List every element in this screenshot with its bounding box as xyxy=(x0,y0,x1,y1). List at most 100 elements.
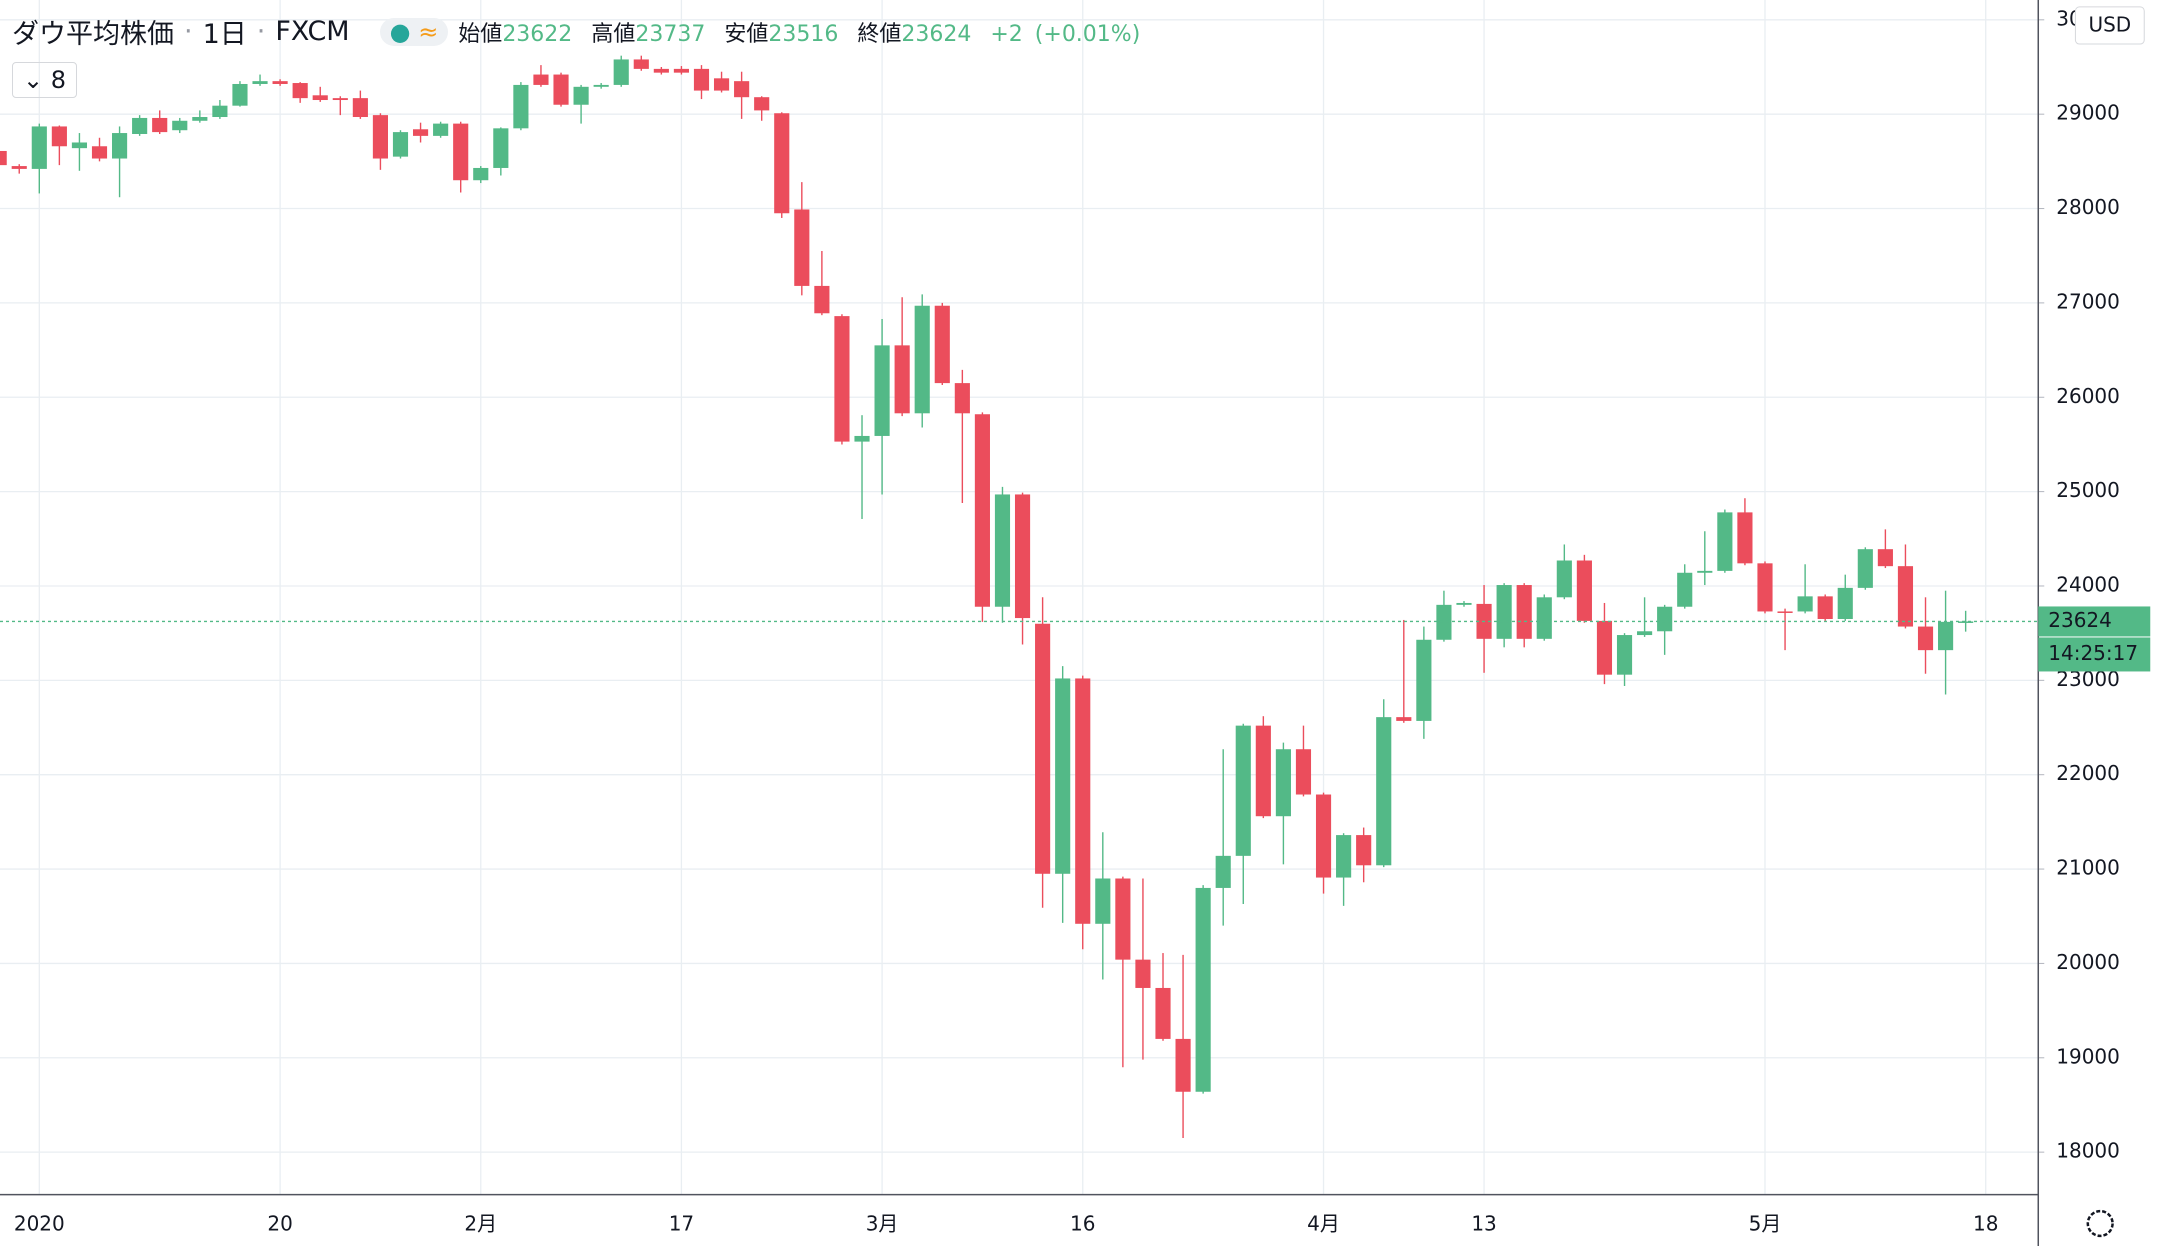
candle-body xyxy=(392,132,409,157)
candle-body xyxy=(11,166,27,169)
y-tick-label: 20000 xyxy=(2056,950,2120,974)
x-tick-label: 4月 xyxy=(1307,1211,1340,1235)
candle-body xyxy=(1777,611,1793,613)
candle-body xyxy=(1516,585,1532,639)
symbol[interactable]: ダウ平均株価 xyxy=(12,19,174,50)
candle-body xyxy=(914,305,930,414)
candle-body xyxy=(1837,587,1853,620)
candle-body xyxy=(994,494,1011,607)
candle-body xyxy=(91,146,108,159)
candle-body xyxy=(1456,602,1472,605)
interval[interactable]: 1日 xyxy=(202,19,247,50)
candle-body xyxy=(412,129,429,136)
candle-body xyxy=(1877,549,1893,567)
candle-body xyxy=(232,83,248,106)
y-tick-label: 24000 xyxy=(2056,572,2120,596)
candle-body xyxy=(1938,621,1954,651)
candle-body xyxy=(1135,959,1151,988)
candle-body xyxy=(252,81,268,84)
candle-body xyxy=(1697,570,1713,573)
candle-body xyxy=(1917,626,1934,651)
price-tag xyxy=(2038,606,2151,637)
candle-body xyxy=(1657,606,1673,632)
currency-label: USD xyxy=(2088,13,2131,37)
candle-body xyxy=(1215,855,1231,888)
candle-body xyxy=(593,84,609,87)
candle-body xyxy=(974,414,990,607)
candle-body xyxy=(332,98,348,101)
candle-body xyxy=(212,105,228,118)
candle-body xyxy=(1817,596,1833,620)
y-tick-label: 27000 xyxy=(2056,289,2120,313)
x-tick-label: 2月 xyxy=(464,1211,497,1235)
candle-body xyxy=(1536,597,1552,639)
candle-body xyxy=(1175,1038,1191,1092)
candle-body xyxy=(1095,878,1111,924)
candle-body xyxy=(1336,835,1352,878)
candle-body xyxy=(433,123,449,136)
candle-body xyxy=(1376,717,1392,866)
y-tick-label: 19000 xyxy=(2056,1044,2120,1068)
change-percent: (+0.01%) xyxy=(1034,21,1141,47)
candle-body xyxy=(513,84,529,129)
candle-body xyxy=(1235,725,1251,856)
candle-body xyxy=(1014,494,1031,619)
header: ダウ平均株価 · 1日 · FXCM ● ≈ 始値23622 高値23737 安値2… xyxy=(12,12,1152,51)
legend-label: 高値 xyxy=(591,21,636,47)
source: FXCM xyxy=(275,16,350,47)
currency-box xyxy=(2074,6,2145,45)
candle-body xyxy=(1797,596,1813,612)
candle-body xyxy=(1055,678,1071,874)
y-tick-label: 22000 xyxy=(2056,761,2120,785)
legend-value: 23622 xyxy=(502,21,573,47)
candle-body xyxy=(834,316,850,442)
legend-label: 終値 xyxy=(857,21,902,47)
y-tick-label: 26000 xyxy=(2056,384,2120,408)
candle-body xyxy=(1436,604,1452,640)
candle-body xyxy=(1897,566,1914,627)
candle-body xyxy=(1576,560,1592,621)
legend-label: 始値 xyxy=(458,21,503,47)
candle-body xyxy=(1155,987,1171,1039)
candle-body xyxy=(553,74,569,105)
candle-body xyxy=(633,59,649,69)
candle-body xyxy=(272,81,288,84)
candle-body xyxy=(1315,794,1332,878)
candle-body xyxy=(31,126,47,169)
candle-body xyxy=(453,123,469,181)
candle-body xyxy=(713,78,730,91)
candle-body xyxy=(132,117,148,134)
candle-body xyxy=(352,98,368,118)
change: +2 xyxy=(990,21,1023,47)
ohlc-legend: 始値23622 高値23737 安値23516 終値23624 +2 (+0.01… xyxy=(458,16,1152,48)
x-tick-label: 20 xyxy=(267,1211,292,1235)
x-tick-label: 16 xyxy=(1070,1211,1095,1235)
candle-body xyxy=(573,86,589,105)
settings-icon xyxy=(2086,1209,2114,1238)
candle-body xyxy=(312,95,328,101)
candle-body xyxy=(292,83,308,99)
indicator-toggle[interactable]: ⌄ 8 xyxy=(12,62,78,98)
candle-body xyxy=(1737,512,1753,564)
candle-body xyxy=(533,74,549,85)
candle-body xyxy=(1396,717,1412,721)
candle-body xyxy=(774,113,790,214)
legend-value: 23737 xyxy=(635,21,706,47)
candle-body xyxy=(954,383,970,414)
candle-body xyxy=(1115,878,1131,960)
price-tag-label: 23624 xyxy=(2048,608,2112,632)
candle-body xyxy=(473,167,489,181)
x-tick-label: 13 xyxy=(1471,1211,1496,1235)
candle-body xyxy=(372,115,388,159)
candle-body xyxy=(1275,749,1291,817)
candle-body xyxy=(0,150,7,166)
candle-body xyxy=(1637,631,1653,636)
candle-body xyxy=(493,128,509,168)
x-tick-label: 5月 xyxy=(1749,1211,1782,1235)
candle-body xyxy=(172,120,188,131)
candle-body xyxy=(1416,639,1432,721)
y-tick-label: 29000 xyxy=(2056,101,2120,125)
candle-body xyxy=(734,81,750,98)
candle-body xyxy=(854,435,870,442)
